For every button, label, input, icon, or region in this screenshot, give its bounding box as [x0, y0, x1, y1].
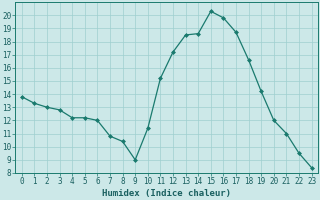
- X-axis label: Humidex (Indice chaleur): Humidex (Indice chaleur): [102, 189, 231, 198]
